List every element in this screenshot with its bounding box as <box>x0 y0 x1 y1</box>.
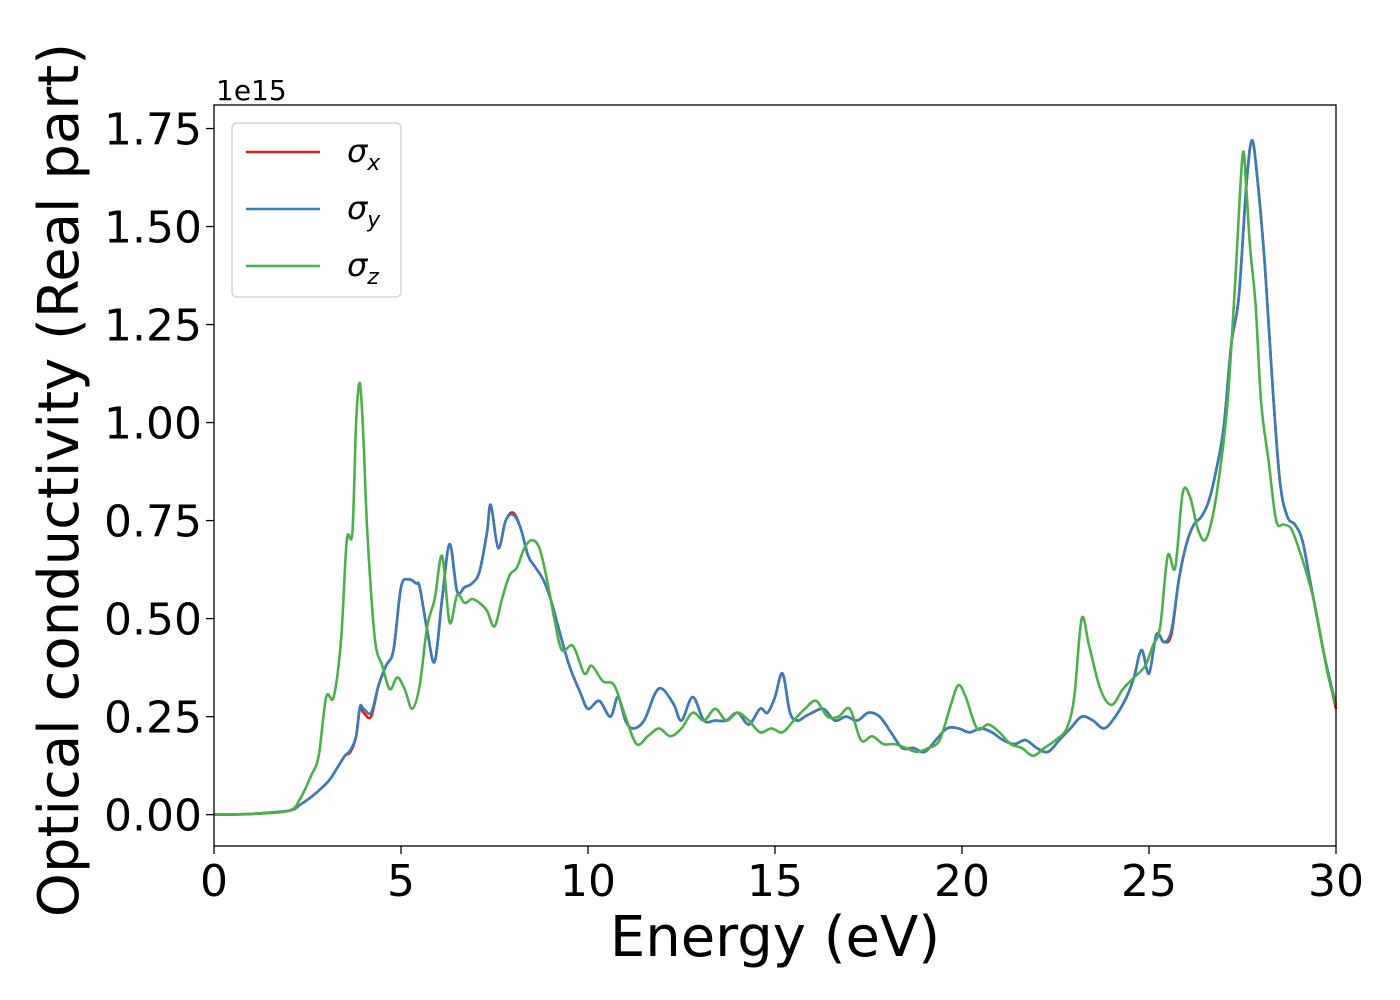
x-tick-label: 25 <box>1121 856 1177 907</box>
y-tick-label: 1.75 <box>104 105 202 156</box>
series-line-y <box>213 138 1338 816</box>
y-axis: 0.00 0.25 0.50 0.75 1.00 1.25 1.50 1.75 <box>104 105 214 842</box>
x-tick-label: 20 <box>934 856 990 907</box>
x-axis: 0 5 10 15 20 25 30 <box>200 846 1364 907</box>
legend: σx σy σz <box>231 122 402 298</box>
y-tick-label: 0.50 <box>104 595 202 646</box>
series-line-z <box>213 150 1338 816</box>
legend-label-y: σy <box>347 189 381 233</box>
y-tick-label: 1.50 <box>104 203 202 254</box>
x-tick-label: 15 <box>747 856 803 907</box>
y-tick-label: 0.75 <box>104 497 202 548</box>
legend-label-z: σz <box>347 246 379 290</box>
plot-lines <box>213 138 1338 816</box>
y-tick-label: 0.00 <box>104 791 202 842</box>
y-tick-label: 1.25 <box>104 301 202 352</box>
y-tick-label: 1.00 <box>104 399 202 450</box>
legend-label-x: σx <box>347 132 381 176</box>
x-tick-label: 5 <box>387 856 415 907</box>
x-tick-label: 10 <box>560 856 616 907</box>
y-axis-title: Optical conductivity (Real part) <box>27 43 92 917</box>
x-axis-title: Energy (eV) <box>610 905 940 970</box>
x-tick-label: 30 <box>1308 856 1364 907</box>
x-tick-label: 0 <box>200 856 228 907</box>
y-tick-label: 0.25 <box>104 693 202 744</box>
y-axis-multiplier: 1e15 <box>216 74 287 107</box>
